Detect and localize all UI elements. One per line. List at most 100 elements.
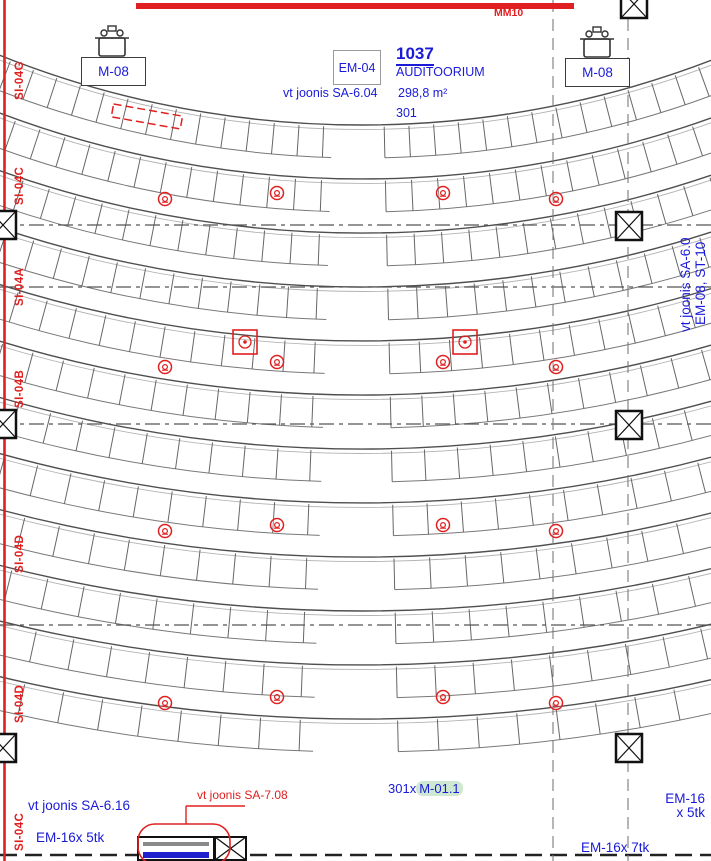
plan-line	[239, 174, 244, 206]
plan-line	[24, 240, 35, 271]
row-back-arc	[394, 546, 711, 591]
speaker-symbol	[435, 185, 451, 201]
plan-line	[515, 387, 521, 419]
plan-line	[177, 710, 182, 742]
plan-line	[510, 659, 515, 691]
plan-line	[426, 503, 429, 535]
projector-icon	[583, 38, 611, 58]
plan-line	[615, 590, 622, 622]
seat-count: 301x	[388, 781, 417, 796]
plan-line	[168, 273, 175, 305]
plan-line	[418, 341, 422, 373]
plan-line	[606, 537, 613, 569]
row-back-arc	[0, 90, 332, 158]
plan-line	[94, 203, 103, 234]
plan-line	[530, 276, 537, 308]
floor-box-symbol	[452, 329, 478, 355]
plan-line	[289, 232, 293, 264]
plan-line	[271, 123, 275, 154]
plan-line	[522, 440, 528, 472]
plan-line	[587, 650, 593, 681]
plan-line	[241, 445, 246, 477]
revision-cloud	[137, 823, 231, 861]
plan-line	[46, 77, 58, 108]
plan-line	[222, 660, 227, 692]
plan-line	[214, 388, 220, 420]
plan-line	[107, 150, 116, 182]
row-back-arc	[387, 209, 711, 267]
m08-right-label: M-08	[582, 65, 613, 80]
plan-line	[141, 433, 148, 464]
plan-line	[389, 396, 392, 428]
plan-line	[506, 116, 513, 147]
bottom-equipment-right: EM-16 x 5tk	[655, 791, 705, 821]
plan-line	[479, 337, 483, 369]
plan-line	[137, 705, 143, 737]
room-area: 298,8 m²	[398, 86, 448, 100]
plan-line	[296, 124, 300, 156]
projector-icon-detail	[116, 29, 124, 37]
plan-line	[522, 222, 529, 254]
plan-line	[473, 283, 478, 315]
plan-line	[129, 321, 136, 352]
plan-line	[609, 372, 617, 403]
plan-line	[701, 349, 711, 380]
plan-line	[692, 126, 703, 157]
plan-line	[433, 124, 437, 156]
speaker-symbol-core	[552, 364, 559, 371]
plan-line	[634, 697, 641, 728]
row-back-arc	[0, 487, 320, 536]
plan-line	[98, 480, 106, 511]
row-back-arc	[0, 261, 327, 320]
plan-line	[182, 384, 188, 416]
plan-line	[232, 553, 236, 585]
riser-label: SI-04B	[14, 369, 26, 408]
row-step-shadow-arc	[0, 232, 711, 292]
plan-line	[421, 395, 424, 427]
plan-line	[538, 329, 545, 361]
plan-line	[286, 286, 289, 318]
column-symbol	[0, 408, 18, 440]
plan-line	[167, 491, 173, 523]
bottom-drawing-ref-red: vt joonis SA-7.08	[197, 788, 288, 802]
plan-line	[387, 288, 389, 320]
plan-line	[68, 308, 77, 339]
plan-line	[489, 444, 494, 476]
plan-line	[57, 692, 65, 723]
plan-line	[452, 393, 457, 425]
plan-line	[67, 196, 77, 227]
speaker-symbol	[548, 191, 564, 207]
row-back-arc	[0, 431, 322, 482]
plan-line	[651, 418, 660, 449]
plan-line	[110, 262, 118, 293]
plan-line	[139, 268, 147, 299]
speaker-symbol-core	[274, 190, 281, 197]
plan-line	[261, 663, 265, 695]
plan-line	[531, 112, 538, 143]
row-front-arc	[0, 620, 711, 666]
plan-line	[118, 374, 126, 405]
plan-line	[212, 170, 219, 202]
plan-line	[208, 442, 213, 474]
room-drawing-ref: vt joonis SA-6.04	[283, 86, 378, 100]
plan-line	[563, 489, 569, 521]
row-front-arc	[0, 169, 711, 234]
plan-line	[472, 662, 476, 694]
plan-line	[463, 175, 468, 207]
column-symbol	[0, 209, 18, 241]
plan-line	[97, 699, 104, 731]
equipment-right-line2: x 5tk	[676, 805, 705, 821]
column-symbol	[0, 732, 18, 764]
plan-line	[258, 717, 262, 749]
plan-line	[300, 665, 303, 697]
speaker-symbol	[269, 185, 285, 201]
floor-box-symbol-ring	[458, 335, 472, 349]
plan-line	[540, 165, 547, 196]
plan-line	[245, 120, 251, 152]
plan-line	[237, 499, 241, 531]
plan-line	[81, 255, 90, 287]
plan-line	[676, 523, 684, 554]
plan-line	[615, 410, 643, 440]
plan-line	[261, 230, 266, 262]
